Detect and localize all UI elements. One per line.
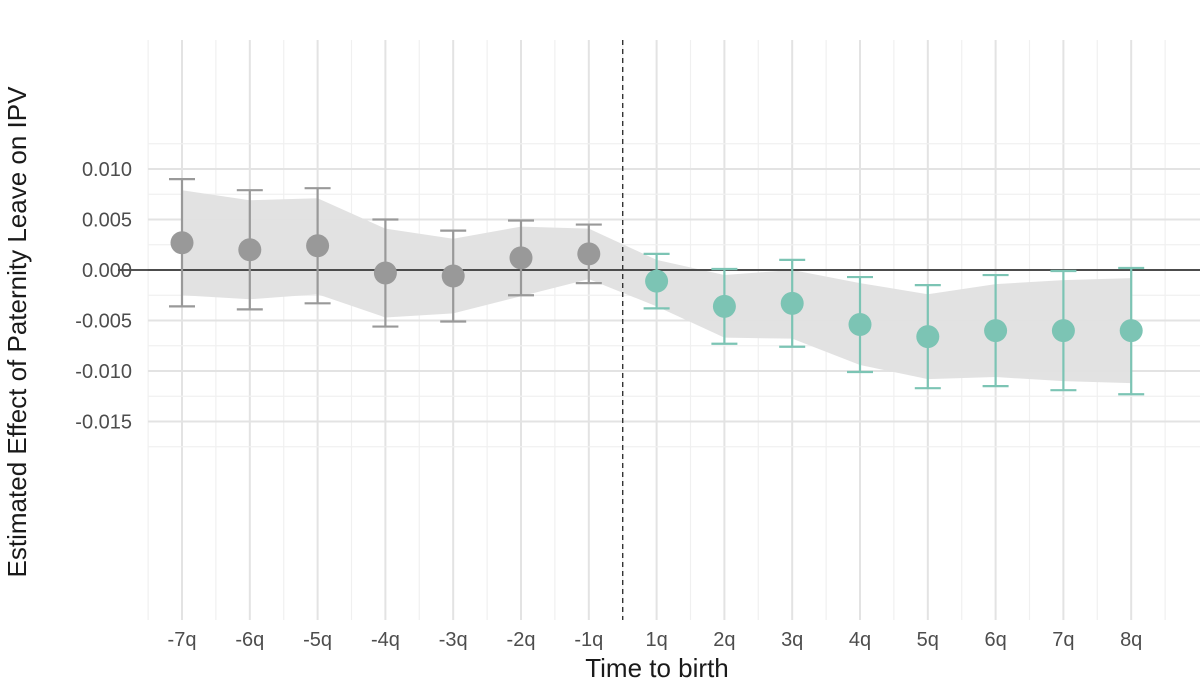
- x-tick-label: 4q: [849, 629, 871, 651]
- point-estimates: [170, 231, 1143, 349]
- point-estimate-7q: [1051, 319, 1075, 343]
- x-tick-label: 8q: [1120, 629, 1142, 651]
- x-tick-label: 3q: [781, 629, 803, 651]
- point-estimate--1q: [577, 242, 601, 266]
- point-estimate--2q: [509, 246, 533, 270]
- y-axis-ticks: 0.010 0.005 0.000 -0.005 -0.010 -0.015: [75, 159, 132, 434]
- point-estimate-8q: [1119, 319, 1143, 343]
- point-estimate-2q: [712, 294, 736, 318]
- point-estimate-5q: [916, 325, 940, 349]
- x-tick-label: -3q: [439, 629, 468, 651]
- point-estimate-4q: [848, 313, 872, 337]
- point-estimate--5q: [306, 234, 330, 258]
- x-tick-label: -6q: [235, 629, 264, 651]
- y-tick-label: -0.010: [75, 361, 132, 383]
- point-estimate-3q: [780, 291, 804, 315]
- x-tick-label: -1q: [574, 629, 603, 651]
- y-tick-label: 0.000: [82, 260, 132, 282]
- point-estimate-6q: [984, 319, 1008, 343]
- x-tick-label: -4q: [371, 629, 400, 651]
- x-tick-label: 7q: [1052, 629, 1074, 651]
- y-tick-label: 0.005: [82, 210, 132, 232]
- y-tick-label: -0.005: [75, 311, 132, 333]
- x-tick-label: -5q: [303, 629, 332, 651]
- y-tick-label: 0.010: [82, 159, 132, 181]
- x-axis-ticks: -7q -6q -5q -4q -3q -2q -1q 1q 2q 3q 4q 5q 6q 7q 8q: [168, 629, 1143, 651]
- point-estimate--3q: [441, 264, 465, 288]
- x-tick-label: 5q: [917, 629, 939, 651]
- x-tick-label: -2q: [507, 629, 536, 651]
- point-estimate--4q: [373, 261, 397, 285]
- y-axis-title: Estimated Effect of Paternity Leave on I…: [2, 86, 32, 578]
- y-tick-label: -0.015: [75, 412, 132, 434]
- point-estimate--6q: [238, 238, 262, 262]
- x-tick-label: 6q: [984, 629, 1006, 651]
- x-tick-label: -7q: [168, 629, 197, 651]
- x-tick-label: 2q: [713, 629, 735, 651]
- point-estimate-1q: [645, 269, 669, 293]
- x-axis-title: Time to birth: [585, 653, 729, 683]
- x-tick-label: 1q: [645, 629, 667, 651]
- point-estimate--7q: [170, 231, 194, 255]
